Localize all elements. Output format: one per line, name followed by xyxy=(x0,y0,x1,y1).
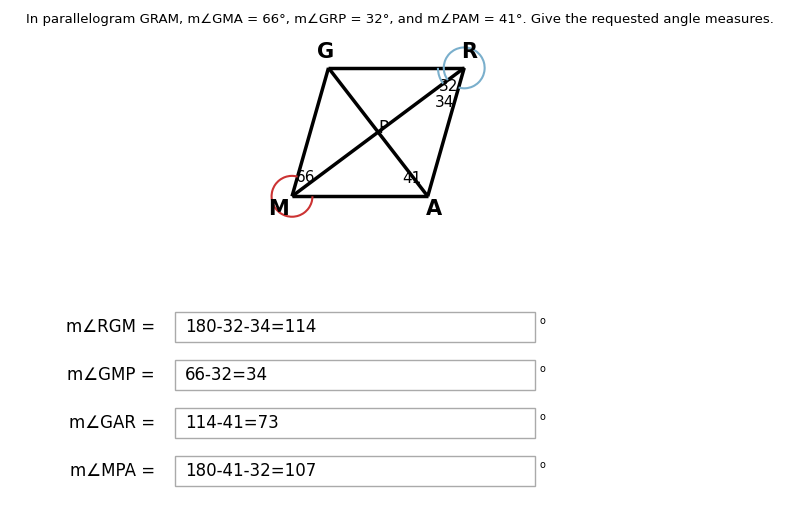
Text: o: o xyxy=(539,364,545,374)
Text: m∠MPA =: m∠MPA = xyxy=(70,462,155,480)
Text: 66-32=34: 66-32=34 xyxy=(185,366,268,384)
Bar xyxy=(175,312,535,342)
Text: In parallelogram GRAM, m∠GMA = 66°, m∠GRP = 32°, and m∠PAM = 41°. Give the reque: In parallelogram GRAM, m∠GMA = 66°, m∠GR… xyxy=(26,13,774,26)
Text: 34: 34 xyxy=(434,95,454,111)
Text: 41: 41 xyxy=(402,172,422,186)
Text: P: P xyxy=(378,119,389,137)
Text: M: M xyxy=(269,200,290,220)
Text: 180-32-34=114: 180-32-34=114 xyxy=(185,318,316,336)
Bar xyxy=(175,456,535,486)
Text: 114-41=73: 114-41=73 xyxy=(185,414,278,432)
Text: o: o xyxy=(539,460,545,470)
Text: 66: 66 xyxy=(295,170,315,185)
Bar xyxy=(175,360,535,390)
Text: A: A xyxy=(426,200,442,220)
Text: 32: 32 xyxy=(438,79,458,94)
Text: o: o xyxy=(539,316,545,326)
Text: o: o xyxy=(539,412,545,422)
Text: G: G xyxy=(317,42,334,62)
Text: m∠GAR =: m∠GAR = xyxy=(69,414,155,432)
Text: 180-41-32=107: 180-41-32=107 xyxy=(185,462,316,480)
Text: R: R xyxy=(462,42,478,62)
Text: m∠GMP =: m∠GMP = xyxy=(67,366,155,384)
Bar xyxy=(175,408,535,438)
Text: m∠RGM =: m∠RGM = xyxy=(66,318,155,336)
